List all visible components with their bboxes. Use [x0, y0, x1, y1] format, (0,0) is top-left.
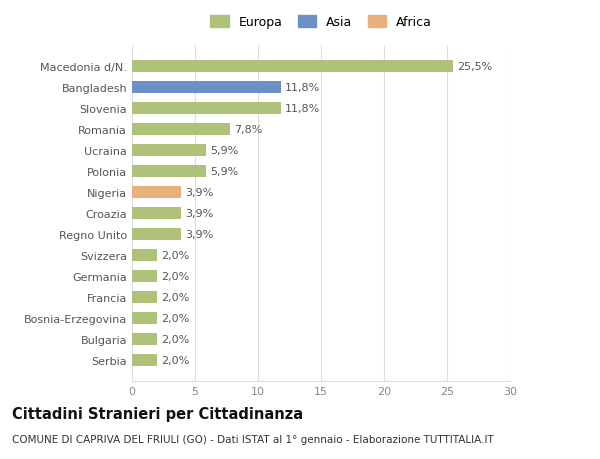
Legend: Europa, Asia, Africa: Europa, Asia, Africa	[206, 12, 436, 33]
Bar	[132, 166, 206, 177]
Text: 25,5%: 25,5%	[457, 62, 493, 72]
Text: 2,0%: 2,0%	[161, 355, 189, 365]
Bar	[132, 82, 281, 94]
Text: 2,0%: 2,0%	[161, 250, 189, 260]
Text: 2,0%: 2,0%	[161, 313, 189, 323]
Bar	[132, 333, 157, 345]
Text: COMUNE DI CAPRIVA DEL FRIULI (GO) - Dati ISTAT al 1° gennaio - Elaborazione TUTT: COMUNE DI CAPRIVA DEL FRIULI (GO) - Dati…	[12, 434, 494, 444]
Bar	[132, 61, 454, 73]
Bar	[132, 250, 157, 261]
Text: 7,8%: 7,8%	[234, 125, 262, 134]
Text: Cittadini Stranieri per Cittadinanza: Cittadini Stranieri per Cittadinanza	[12, 406, 303, 421]
Text: 2,0%: 2,0%	[161, 292, 189, 302]
Bar	[132, 207, 181, 219]
Bar	[132, 103, 281, 114]
Text: 5,9%: 5,9%	[210, 146, 238, 156]
Text: 11,8%: 11,8%	[284, 83, 320, 93]
Bar	[132, 124, 230, 135]
Text: 3,9%: 3,9%	[185, 188, 213, 197]
Bar	[132, 229, 181, 240]
Text: 2,0%: 2,0%	[161, 334, 189, 344]
Bar	[132, 313, 157, 324]
Text: 2,0%: 2,0%	[161, 271, 189, 281]
Text: 3,9%: 3,9%	[185, 208, 213, 218]
Text: 5,9%: 5,9%	[210, 167, 238, 177]
Bar	[132, 270, 157, 282]
Text: 3,9%: 3,9%	[185, 230, 213, 239]
Text: 11,8%: 11,8%	[284, 104, 320, 114]
Bar	[132, 291, 157, 303]
Bar	[132, 187, 181, 198]
Bar	[132, 354, 157, 366]
Bar	[132, 145, 206, 157]
